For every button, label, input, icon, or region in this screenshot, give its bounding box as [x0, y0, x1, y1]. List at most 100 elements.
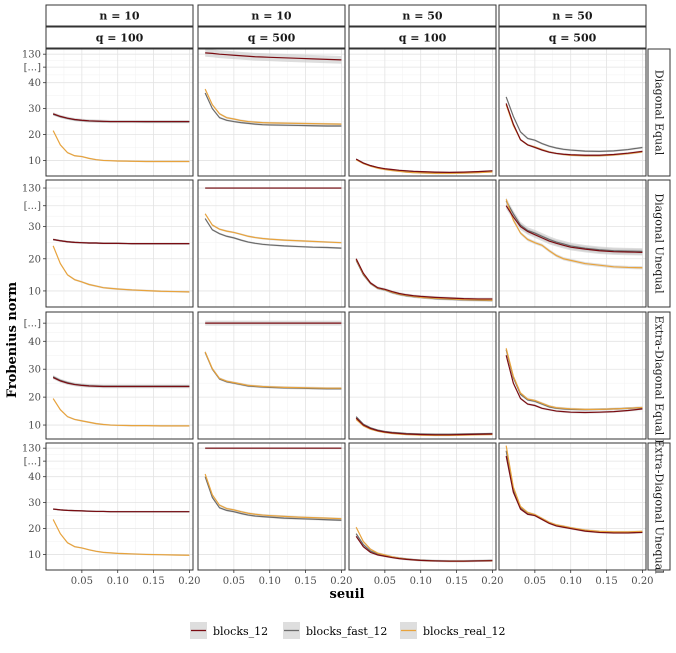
panel-border: [45, 442, 194, 571]
band-blocks_12: [205, 49, 342, 64]
panel-r2-c4: [498, 179, 647, 308]
panel-border: [348, 311, 497, 440]
line-blocks_real_12: [204, 213, 342, 244]
panel-r1-c3: [348, 48, 497, 177]
x-tick-label: 0.20: [330, 576, 352, 587]
row-strip-box-4: [647, 442, 671, 571]
y-tick-label: 20: [28, 254, 41, 265]
line-blocks_fast_12: [505, 96, 643, 152]
line-blocks_12: [505, 355, 643, 414]
line-blocks_12: [205, 52, 342, 61]
line-blocks_real_12: [52, 519, 190, 556]
y-axes: 10 20 30 40 [...] 130 10 20 30 [...] 130 10 20 30 40 [.…: [22, 50, 46, 561]
panel-border: [348, 442, 497, 571]
x-tick-label: 0.05: [71, 576, 93, 587]
line-blocks_real_12: [52, 130, 190, 163]
strip-box-n-2: [197, 4, 346, 27]
strip-label-n-1: n = 10: [99, 10, 140, 23]
y-tick-label: 10: [28, 286, 41, 297]
panel-background: [499, 443, 646, 570]
line-blocks_fast_12: [505, 200, 643, 252]
panel-background: [349, 443, 496, 570]
column-strips: n = 10 q = 100 n = 10 q = 500 n = 50 q = 100 n…: [45, 4, 647, 49]
strip-label-q-2: q = 500: [248, 32, 296, 45]
line-blocks_real_12: [52, 398, 190, 427]
panel-background: [349, 49, 496, 176]
x-tick-label: 0.20: [178, 576, 200, 587]
strip-box-q-1: [45, 26, 194, 49]
panel-r4-c2: [197, 442, 346, 571]
x-tick-label: 0.05: [374, 576, 396, 587]
band-blocks_fast_12: [506, 197, 643, 255]
x-tick-label: 0.05: [524, 576, 546, 587]
y-tick-label: 10: [28, 156, 41, 167]
strip-box-q-4: [498, 26, 647, 49]
line-blocks_real_12: [204, 351, 342, 389]
panel-r3-c3: [348, 311, 497, 440]
line-blocks_12: [505, 103, 643, 156]
row-strip-label-3: Extra-Diagonal Equal: [653, 316, 666, 436]
x-tick-label: 0.15: [142, 576, 164, 587]
y-tick-label: [...]: [24, 319, 41, 330]
panel-border: [45, 179, 194, 308]
line-blocks_12: [52, 113, 190, 123]
line-blocks_real_12: [505, 199, 643, 269]
panel-r4-c3: [348, 442, 497, 571]
row-strip-label-2: Diagonal Unequal: [653, 193, 666, 294]
y-tick-label: 10: [28, 421, 41, 432]
y-tick-label: 30: [28, 104, 41, 115]
line-blocks_real_12: [52, 245, 190, 293]
strip-label-n-4: n = 50: [552, 10, 593, 23]
x-tick-label: 0.10: [107, 576, 129, 587]
panel-border: [197, 48, 346, 177]
x-tick-label: 0.20: [631, 576, 653, 587]
panel-border: [498, 179, 647, 308]
panel-r4-c1: [45, 442, 194, 571]
panel-background: [499, 49, 646, 176]
y-tick-label: 20: [28, 393, 41, 404]
row-strip-label-4: Extra-Diagonal Unequal: [653, 439, 666, 574]
panel-r3-c4: [498, 311, 647, 440]
legend-label: blocks_12: [213, 625, 268, 638]
y-tick-label: 10: [28, 550, 41, 561]
x-tick-label: 0.05: [223, 576, 245, 587]
line-blocks_real_12: [204, 473, 342, 520]
panel-r1-c2: [197, 48, 346, 177]
y-tick-label: 30: [28, 498, 41, 509]
strip-box-n-3: [348, 4, 497, 27]
panel-background: [499, 312, 646, 439]
line-blocks_12: [53, 238, 190, 245]
strip-box-n-4: [498, 4, 647, 27]
legend-label: blocks_real_12: [423, 625, 506, 638]
panel-border: [197, 442, 346, 571]
panel-r3-c2: [197, 311, 346, 440]
panel-background: [198, 312, 345, 439]
strip-label-q-3: q = 100: [399, 32, 447, 45]
line-blocks_12: [355, 535, 493, 562]
line-blocks_real_12: [204, 88, 342, 125]
y-tick-label: [...]: [24, 63, 41, 74]
line-blocks_12: [52, 377, 190, 388]
strip-box-q-3: [348, 26, 497, 49]
y-tick-label: 130: [22, 50, 41, 61]
y-tick-label: 20: [28, 524, 41, 535]
panel-r2-c2: [197, 179, 346, 308]
panel-background: [349, 180, 496, 307]
panel-background: [198, 443, 345, 570]
panel-border: [197, 311, 346, 440]
line-blocks_12: [505, 455, 643, 534]
panel-background: [46, 312, 193, 439]
strip-label-q-4: q = 500: [549, 32, 597, 45]
line-blocks_fast_12: [204, 92, 342, 127]
row-strip-box-3: [647, 311, 671, 440]
strip-label-n-2: n = 10: [251, 10, 292, 23]
y-tick-label: 30: [28, 222, 41, 233]
strip-label-q-1: q = 100: [96, 32, 144, 45]
y-tick-label: [...]: [24, 457, 41, 468]
panel-border: [498, 442, 647, 571]
row-strip-box-1: [647, 48, 671, 177]
y-tick-label: 40: [28, 337, 41, 348]
y-tick-label: 20: [28, 130, 41, 141]
panel-border: [498, 48, 647, 177]
